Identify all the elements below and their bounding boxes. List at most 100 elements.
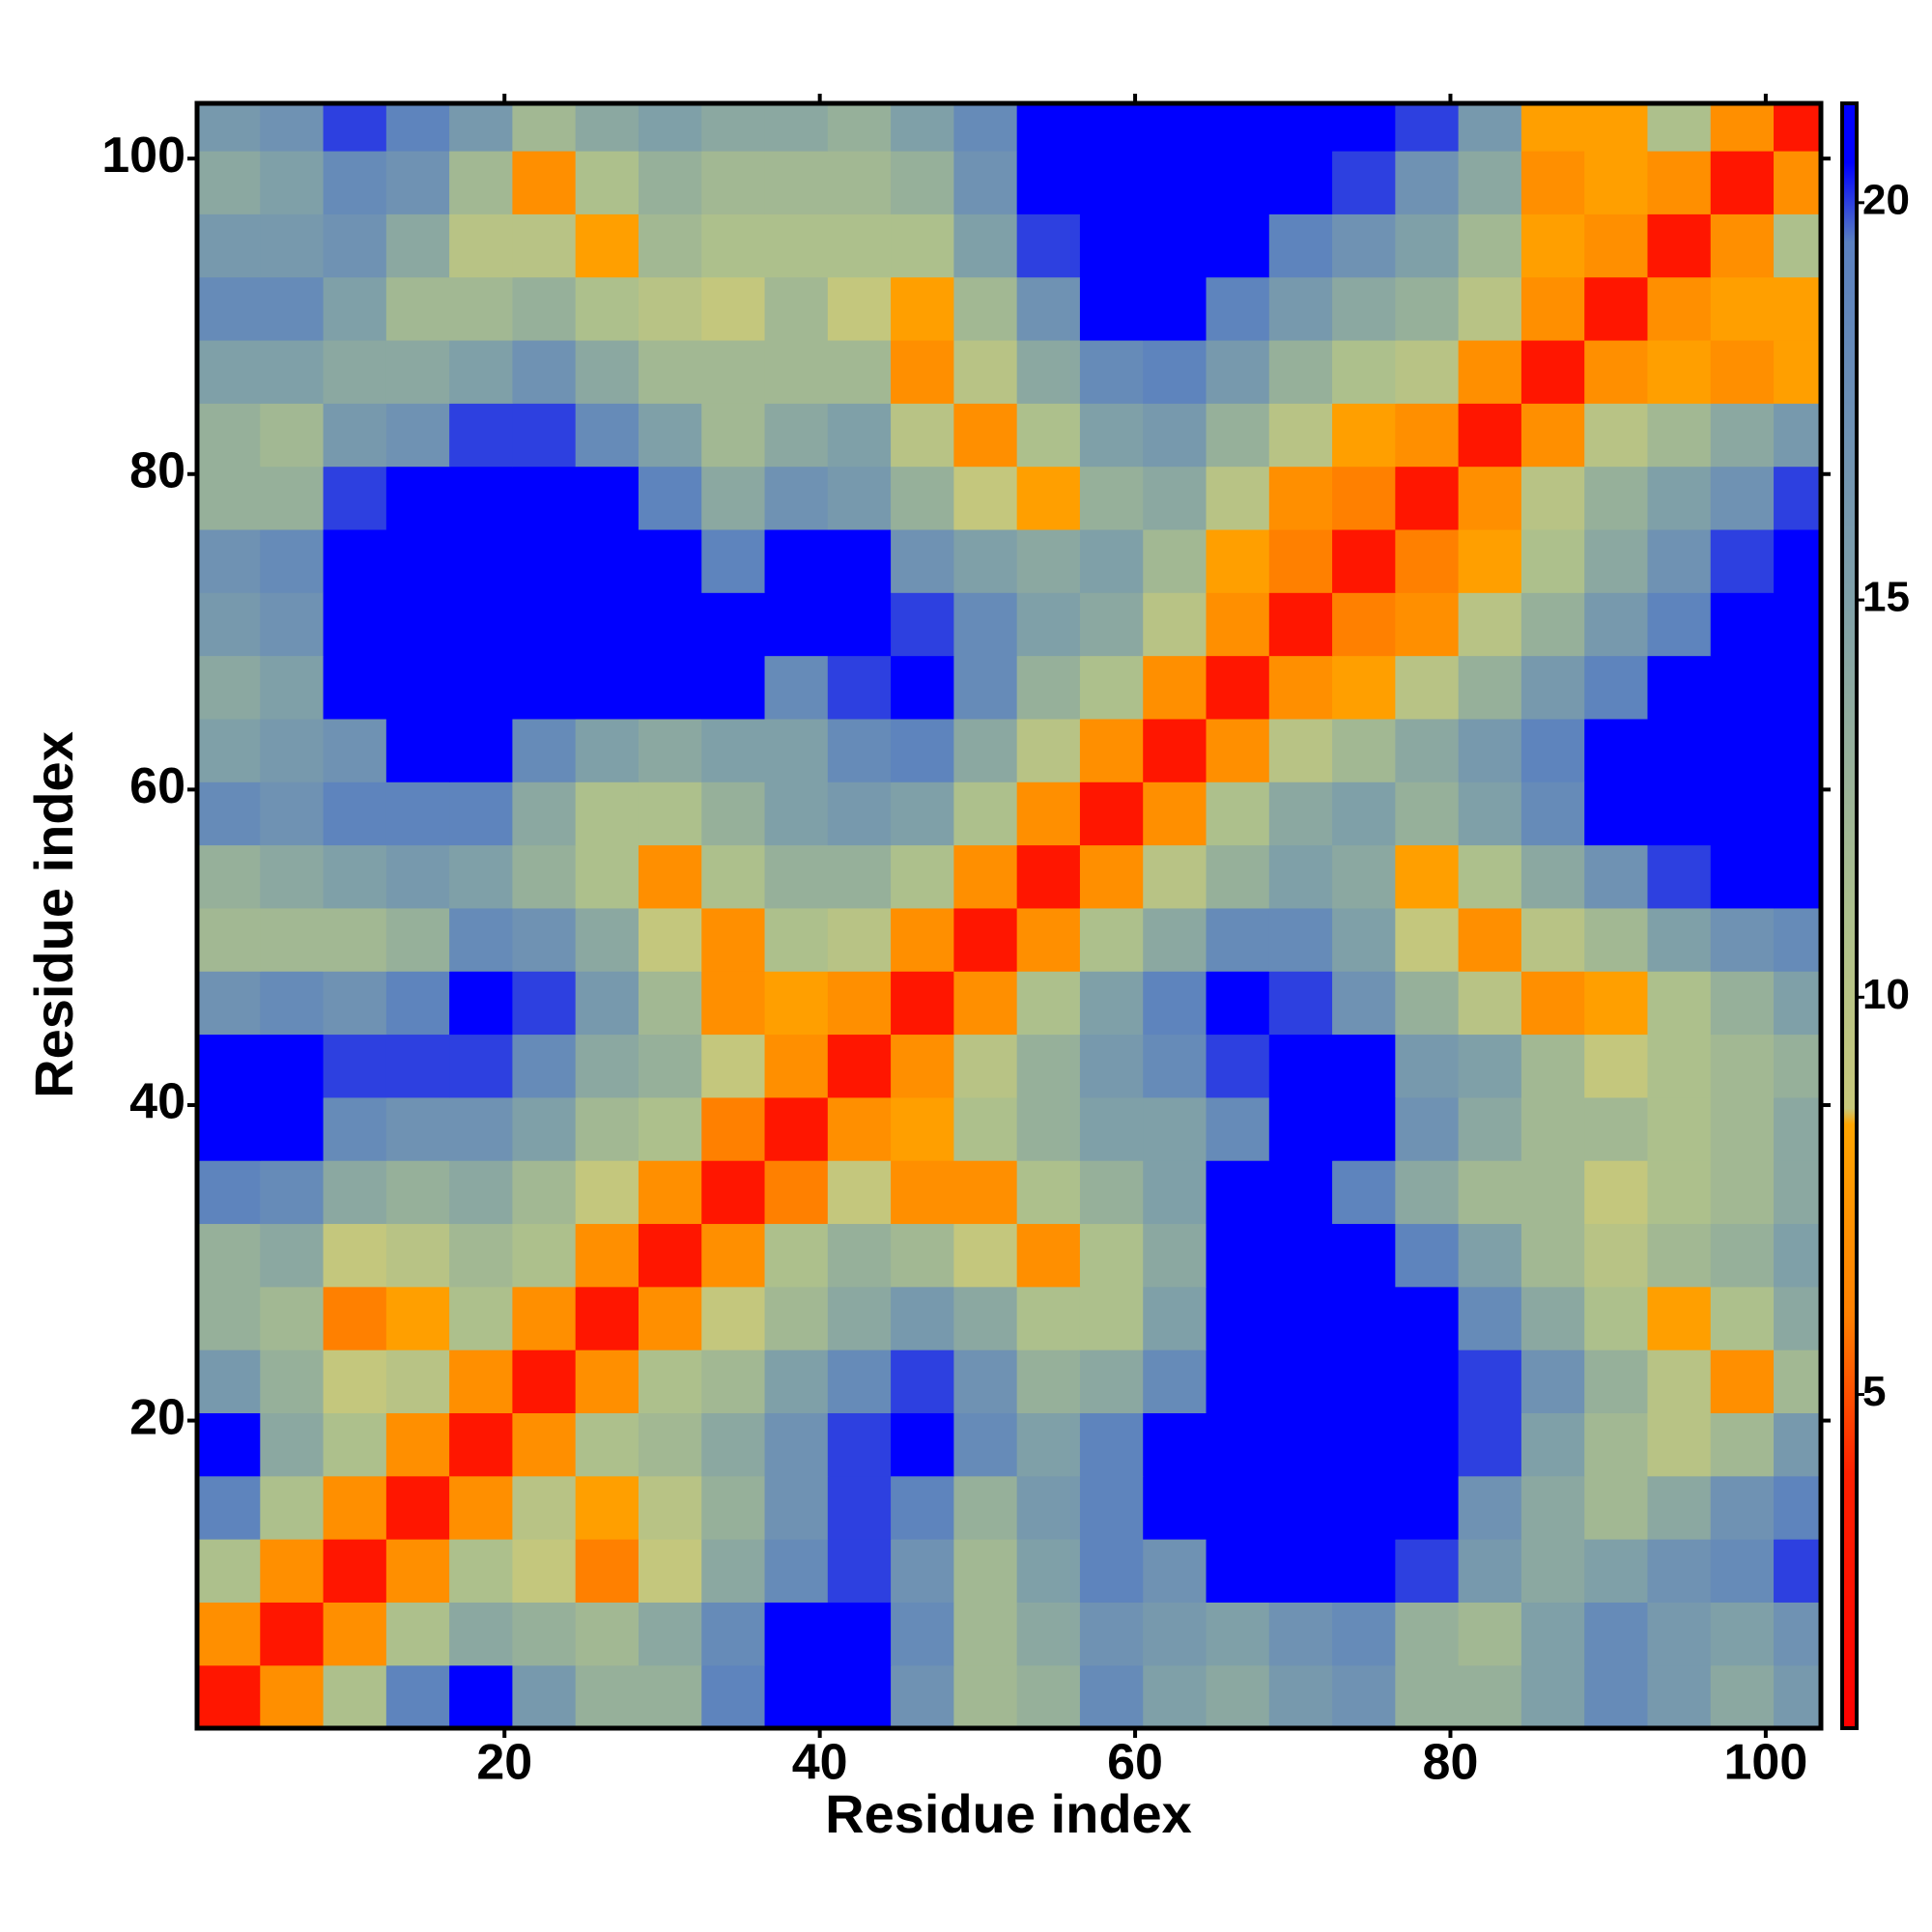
heatmap-cell [1268,339,1333,404]
heatmap-cell [953,1034,1018,1098]
heatmap-cell [512,339,577,404]
heatmap-cell [197,844,261,909]
heatmap-cell [1647,1664,1712,1729]
heatmap-cell [323,403,387,468]
heatmap-cell [1520,1034,1585,1098]
heatmap-cell [197,1034,261,1098]
heatmap-cell [323,1475,387,1540]
heatmap-cell [891,1539,954,1603]
heatmap-cell [1520,103,1585,152]
heatmap-cell [1079,103,1144,152]
heatmap-cell [449,1475,514,1540]
heatmap-cell [197,718,261,782]
heatmap-cell [449,213,514,278]
heatmap-cell [701,1223,766,1288]
heatmap-cell [1016,844,1081,909]
heatmap-cell [1520,655,1585,720]
heatmap-cell [575,150,639,214]
heatmap-cell [701,213,766,278]
heatmap-cell [1647,528,1712,593]
heatmap-cell [1143,276,1208,341]
heatmap-cell [449,339,514,404]
heatmap-cell [512,403,577,468]
heatmap-cell [449,971,514,1036]
heatmap-cell [197,213,261,278]
heatmap-cell [323,103,387,152]
heatmap-cell [1584,339,1649,404]
heatmap-cell [1079,528,1144,593]
heatmap-cell [260,150,325,214]
heatmap-cell [512,907,577,972]
heatmap-cell [1647,781,1712,846]
heatmap-cell [1647,971,1712,1036]
heatmap-cell [385,592,450,657]
heatmap-cell [1143,466,1208,530]
heatmap-cell [1395,592,1460,657]
heatmap-cell [638,1034,702,1098]
heatmap-cell [197,528,261,593]
heatmap-cell [701,1034,766,1098]
heatmap-cell [1774,1286,1822,1350]
heatmap-cell [1395,339,1460,404]
heatmap-cell [1332,150,1396,214]
heatmap-cell [1584,907,1649,972]
heatmap-cell [197,1160,261,1225]
heatmap-cell [197,781,261,846]
heatmap-cell [1458,655,1522,720]
heatmap-cell [260,1602,325,1666]
heatmap-cell [827,781,892,846]
heatmap-cell [1016,1412,1081,1477]
heatmap-cell [197,971,261,1036]
heatmap-cell [575,213,639,278]
heatmap-cell [1395,1412,1460,1477]
heatmap-cell [891,1096,954,1161]
heatmap-cell [1458,103,1522,152]
heatmap-cell [1774,1475,1822,1540]
heatmap-cell [827,1539,892,1603]
heatmap-cell [1774,466,1822,530]
heatmap-cell [323,1664,387,1729]
heatmap-cell [638,103,702,152]
heatmap-cell [891,971,954,1036]
heatmap-cell [449,1539,514,1603]
heatmap-cell [1143,1664,1208,1729]
heatmap-cell [1143,150,1208,214]
heatmap-cell [1016,213,1081,278]
heatmap-cell [1016,971,1081,1036]
heatmap-cell [953,781,1018,846]
heatmap-cell [827,276,892,341]
heatmap-cell [1332,1223,1396,1288]
heatmap-cell [1395,1664,1460,1729]
heatmap-cell [764,1664,829,1729]
heatmap-cell [1458,150,1522,214]
heatmap-cell [701,1286,766,1350]
heatmap-cell [197,1412,261,1477]
heatmap-cell [1647,1096,1712,1161]
heatmap-cell [764,466,829,530]
heatmap-cell [1520,1539,1585,1603]
heatmap-cell [1458,1034,1522,1098]
heatmap-cell [638,528,702,593]
heatmap-cell [1458,1160,1522,1225]
heatmap-cell [197,592,261,657]
heatmap-cell [1206,1350,1270,1413]
heatmap-cell [512,1034,577,1098]
heatmap-cell [1143,528,1208,593]
heatmap-cell [1268,403,1333,468]
heatmap-cell [449,276,514,341]
heatmap-cell [1143,592,1208,657]
heatmap-cell [1774,528,1822,593]
heatmap-cell [260,1475,325,1540]
heatmap-cell [1458,1412,1522,1477]
heatmap-cell [1647,466,1712,530]
heatmap-cell [323,592,387,657]
heatmap-cell [1774,339,1822,404]
heatmap-cell [385,1475,450,1540]
heatmap-cell [827,592,892,657]
heatmap-cell [385,276,450,341]
heatmap-cell [1206,781,1270,846]
heatmap-cell [1395,971,1460,1036]
heatmap-cell [512,1539,577,1603]
heatmap-cell [1458,971,1522,1036]
heatmap-cell [827,1350,892,1413]
